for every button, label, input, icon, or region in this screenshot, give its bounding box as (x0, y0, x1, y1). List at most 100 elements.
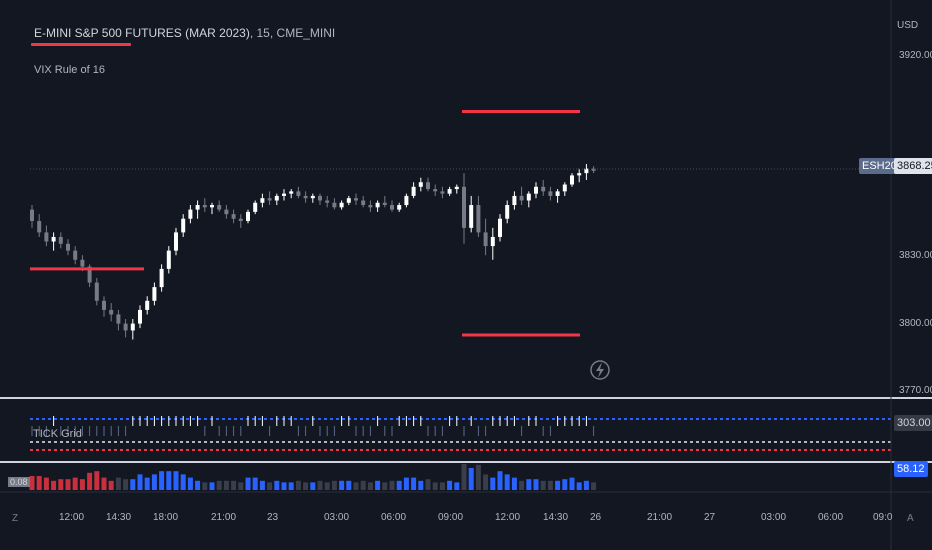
candle-body (44, 232, 49, 242)
tick-grid-dot (180, 449, 183, 451)
tick-grid-dot (714, 441, 717, 443)
histogram-bar (461, 464, 467, 490)
tick-grid-dot (738, 418, 741, 420)
tick-grid-dot (444, 449, 447, 451)
tick-grid-dot (84, 449, 87, 451)
indicator-legend[interactable]: VIX Rule of 16 (34, 64, 105, 76)
tick-grid-dot (660, 441, 663, 443)
tick-grid-dot (390, 449, 393, 451)
tick-grid-dot (336, 441, 339, 443)
tick-grid-dot (774, 418, 777, 420)
tick-grid-dot (210, 441, 213, 443)
candle-body (303, 195, 308, 199)
tick-grid-dot (324, 418, 327, 420)
tick-grid-dot (186, 418, 189, 420)
tick-grid-dot (54, 418, 57, 420)
histogram-bar (259, 480, 265, 490)
candle-body (159, 268, 164, 288)
tick-grid-dot (132, 449, 135, 451)
tick-grid-dot (564, 418, 567, 420)
histogram-bar (173, 471, 179, 490)
tick-grid-dot (792, 441, 795, 443)
tick-grid-dot (348, 441, 351, 443)
candle-body (37, 221, 42, 233)
tick-grid-dot (630, 418, 633, 420)
tick-grid-dot (864, 441, 867, 443)
tick-grid-dot (78, 418, 81, 420)
tick-grid-dot (606, 441, 609, 443)
tick-grid-dot (480, 441, 483, 443)
tick-grid-dot (828, 418, 831, 420)
tick-grid-legend[interactable]: TICK Grid (33, 428, 82, 440)
candle-body (404, 195, 409, 206)
tick-grid-dot (546, 418, 549, 420)
candles-layer (30, 164, 596, 340)
tick-grid-dot (552, 449, 555, 451)
tick-grid-dot (150, 449, 153, 451)
histogram-bar (252, 477, 258, 490)
candle-body (87, 266, 92, 283)
tick-grid-dot (330, 441, 333, 443)
tick-grid-dot (678, 418, 681, 420)
tick-grid-dot (846, 449, 849, 451)
histogram-bar (317, 480, 323, 490)
tick-grid-dot (756, 418, 759, 420)
tick-grid-dot (774, 441, 777, 443)
histogram-bar (425, 479, 431, 490)
candle-body (368, 205, 373, 208)
tick-grid-dot (594, 418, 597, 420)
tick-grid-dot (372, 449, 375, 451)
tick-grid-dot (528, 418, 531, 420)
tick-grid-dot (732, 441, 735, 443)
histogram-bar (51, 480, 57, 490)
tick-grid-dot (48, 418, 51, 420)
candle-body (433, 189, 438, 192)
last-price-tag[interactable]: 3868.25 (894, 158, 932, 174)
tick-grid-dot (750, 418, 753, 420)
candle-body (152, 287, 157, 301)
levels-layer (30, 110, 610, 380)
tick-grid-dot (66, 449, 69, 451)
histogram-bar (202, 482, 208, 490)
tick-grid-dot (582, 449, 585, 451)
symbol-legend[interactable]: E-MINI S&P 500 FUTURES (MAR 2023), 15, C… (31, 26, 335, 46)
candle-body (181, 218, 186, 233)
tick-grid-dot (780, 449, 783, 451)
tick-grid-dot (420, 441, 423, 443)
tick-grid-dot (450, 449, 453, 451)
tick-grid-dot (234, 441, 237, 443)
tick-grid-dot (468, 449, 471, 451)
histogram-bar (123, 479, 129, 490)
candle-body (109, 309, 114, 315)
tick-grid-dot (354, 449, 357, 451)
tick-grid-dot (858, 441, 861, 443)
tick-grid-dot (726, 449, 729, 451)
bottom-pane-left-value: 0.08 (8, 477, 30, 487)
histogram-bar (238, 482, 244, 490)
tick-grid-dot (114, 441, 117, 443)
tick-grid-dot (636, 449, 639, 451)
tick-grid-dot (654, 449, 657, 451)
candle-body (73, 250, 78, 260)
tick-grid-dot (804, 441, 807, 443)
histogram-bar (43, 477, 49, 490)
candle-body (94, 282, 99, 301)
tick-grid-dot (456, 441, 459, 443)
tick-grid-dot (708, 449, 711, 451)
tick-grid-dot (498, 449, 501, 451)
candle-body (534, 186, 538, 194)
candle-body (426, 182, 430, 190)
tick-grid-dot (264, 441, 267, 443)
tick-grid-dot (516, 441, 519, 443)
histogram-bar (382, 482, 388, 490)
time-label: 21:00 (647, 512, 673, 523)
symbol-name[interactable]: E-MINI S&P 500 FUTURES (MAR 2023) (34, 26, 250, 40)
tick-grid-dot (264, 449, 267, 451)
candle-body (318, 195, 322, 201)
tick-grid-dot (288, 441, 291, 443)
tick-grid-dot (756, 441, 759, 443)
tick-grid-dot (786, 418, 789, 420)
tick-grid-dot (120, 441, 123, 443)
histogram-bar (526, 479, 532, 490)
